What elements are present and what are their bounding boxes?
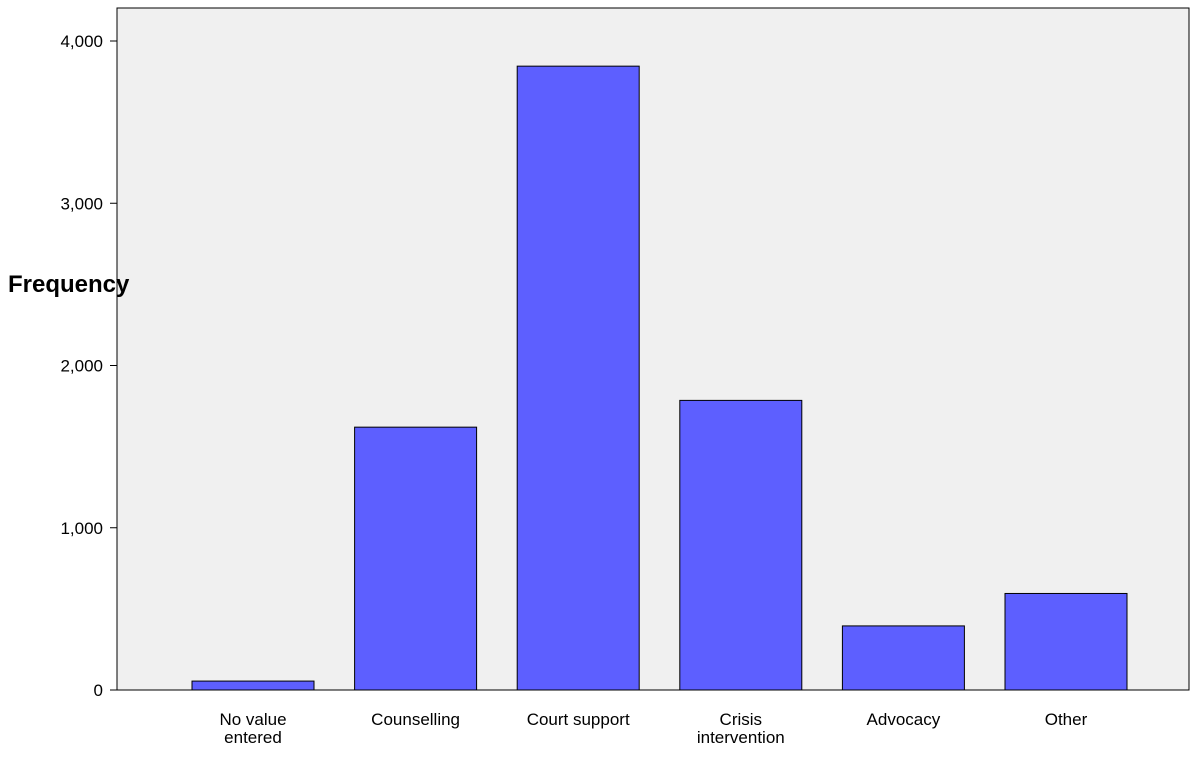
x-tick-label: Advocacy xyxy=(867,710,941,729)
x-tick-label-line: Crisis xyxy=(720,710,763,729)
bar xyxy=(841,625,965,691)
x-tick-label: Court support xyxy=(527,710,630,729)
x-tick-label-line: intervention xyxy=(697,728,785,747)
y-tick-label: 3,000 xyxy=(60,194,103,213)
y-axis: 0 1,000 2,000 3,000 4,000 xyxy=(60,8,118,700)
y-tick-label: 0 xyxy=(94,681,103,700)
plot-area xyxy=(116,7,1190,691)
x-tick-label-line: No value xyxy=(219,710,286,729)
bar xyxy=(679,399,803,691)
bar xyxy=(516,65,640,691)
y-axis-label: Frequency xyxy=(8,271,130,298)
x-tick-label: Crisis intervention xyxy=(697,710,785,747)
x-axis-labels: No value entered Counselling Court support C… xyxy=(219,710,1087,747)
x-tick-label: No value entered xyxy=(219,710,286,747)
x-tick-label-line: Counselling xyxy=(371,710,460,729)
y-tick-label: 4,000 xyxy=(60,32,103,51)
x-tick-label-line: Court support xyxy=(527,710,630,729)
bar xyxy=(191,680,315,691)
bar xyxy=(1004,592,1128,691)
x-tick-label: Other xyxy=(1045,710,1088,729)
y-tick-label: 2,000 xyxy=(60,357,103,376)
x-tick-label-line: Other xyxy=(1045,710,1088,729)
x-tick-label: Counselling xyxy=(371,710,460,729)
bar xyxy=(354,426,478,691)
x-tick-label-line: entered xyxy=(224,728,282,747)
y-tick-label: 1,000 xyxy=(60,519,103,538)
x-tick-label-line: Advocacy xyxy=(867,710,941,729)
bars-group xyxy=(117,65,1189,691)
